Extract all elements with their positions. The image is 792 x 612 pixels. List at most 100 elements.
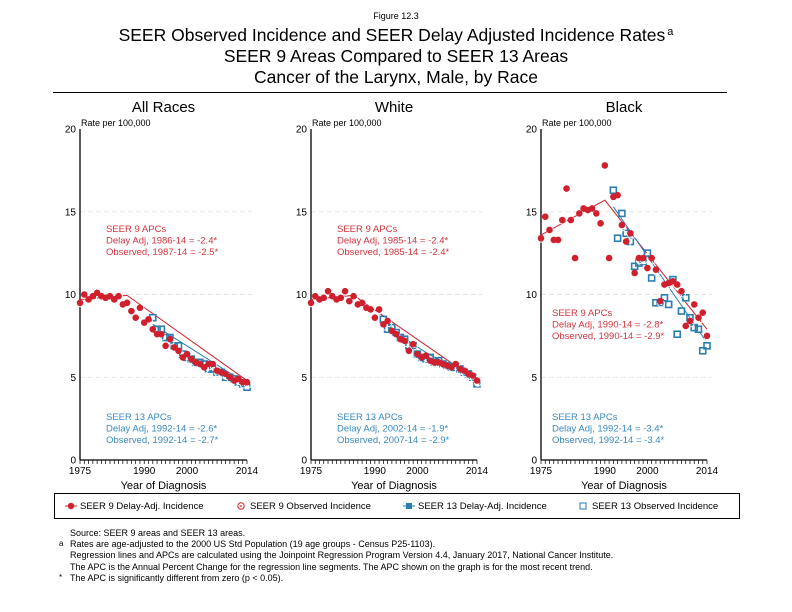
title-text: SEER Observed Incidence and SEER Delay A… xyxy=(118,25,666,45)
seer13-delay-adj-point xyxy=(647,274,656,282)
legend-label: SEER 9 Delay-Adj. Incidence xyxy=(80,501,204,512)
seer13-observed-point xyxy=(675,334,680,339)
seer9-delay-adj-point xyxy=(162,342,169,350)
seer13-observed-point xyxy=(475,383,480,388)
seer9-delay-adj-point xyxy=(469,372,477,379)
panel-title: Black xyxy=(606,99,643,116)
apc-annotation-line: Observed, 1985-14 = -2.4* xyxy=(337,247,450,258)
seer13-delay-adj-point xyxy=(673,330,682,339)
apc-annotation-line: SEER 9 APCs xyxy=(106,224,166,235)
seer9-delay-adj-point xyxy=(337,294,345,302)
seer9-delay-adj-point xyxy=(371,314,379,321)
title-divider xyxy=(53,92,727,93)
filled-square-blue-icon xyxy=(403,503,415,510)
seer13-observed-point xyxy=(206,368,211,373)
seer13-delay-adj-point xyxy=(609,186,618,195)
seer9-delay-adj-point xyxy=(686,317,694,325)
seer9-delay-adj-point xyxy=(631,269,638,277)
y-tick-label: 15 xyxy=(296,207,308,218)
x-axis-label: Year of Diagnosis xyxy=(121,480,207,492)
y-tick-label: 0 xyxy=(70,456,76,467)
y-tick-label: 5 xyxy=(301,373,307,384)
y-tick-label: 15 xyxy=(65,207,77,218)
figure-title-line-2: SEER 9 Areas Compared to SEER 13 Areas xyxy=(223,46,569,66)
x-tick-label: 2000 xyxy=(176,466,199,477)
apc-annotation-line: Observed, 1990-14 = -2.9* xyxy=(552,331,665,342)
x-tick-label: 1990 xyxy=(133,466,156,477)
seer13-observed-point xyxy=(620,213,625,218)
seer13-observed-point xyxy=(624,233,629,238)
footnotes: Source: SEER 9 areas and SEER 13 areas. … xyxy=(58,528,613,584)
seer9-delay-adj-point xyxy=(392,330,400,338)
footnote-text: Source: SEER 9 areas and SEER 13 areas. xyxy=(70,528,246,538)
seer13-delay-adj-point xyxy=(664,300,673,309)
seer9-delay-adj-point xyxy=(350,292,357,300)
y-tick-label: 5 xyxy=(70,373,76,384)
x-tick-label: 1990 xyxy=(594,466,617,477)
footnote-mark: a xyxy=(59,539,64,549)
seer13-delay-adj-point xyxy=(677,307,686,315)
seer9-delay-adj-point xyxy=(563,185,570,192)
legend-item-seer9-observed: SEER 9 Observed Incidence xyxy=(235,501,371,512)
seer9-delay-adj-point xyxy=(158,330,165,338)
x-tick-label: 2014 xyxy=(466,466,489,477)
seer13-observed-point xyxy=(662,297,667,302)
seer13-delay-adj-point xyxy=(613,234,622,243)
seer13-observed-point xyxy=(692,327,697,332)
legend-item-seer9-delay-adj: SEER 9 Delay-Adj. Incidence xyxy=(65,501,204,512)
y-axis-label: Rate per 100,000 xyxy=(542,118,612,128)
y-tick-label: 0 xyxy=(531,456,537,467)
seer9-delay-adj-point xyxy=(618,221,626,229)
seer13-observed-point xyxy=(700,350,705,355)
y-tick-label: 20 xyxy=(65,125,77,136)
legend: SEER 9 Delay-Adj. Incidence SEER 9 Obser… xyxy=(54,493,740,519)
seer9-delay-adj-point xyxy=(699,309,707,317)
seer9-delay-adj-point xyxy=(537,234,545,242)
seer9-delay-adj-point xyxy=(682,322,690,330)
seer9-delay-adj-point xyxy=(644,264,651,272)
seer9-delay-adj-point xyxy=(175,347,182,355)
filled-circle-red-icon xyxy=(65,503,77,510)
y-tick-label: 20 xyxy=(526,125,538,136)
figure-label: Figure 12.3 xyxy=(373,11,419,21)
seer9-delay-adj-point xyxy=(132,314,139,321)
seer9-delay-adj-point xyxy=(558,216,566,224)
open-circle-red-icon xyxy=(237,502,245,511)
seer9-delay-adj-point xyxy=(367,306,374,313)
seer9-delay-adj-point xyxy=(358,299,366,307)
seer9-delay-adj-point xyxy=(588,205,596,212)
seer13-observed-point xyxy=(381,317,386,322)
seer9-delay-adj-point xyxy=(673,281,681,288)
y-tick-label: 20 xyxy=(296,125,308,136)
seer9-delay-adj-point xyxy=(648,254,655,262)
apc-annotation-line: Delay Adj, 1990-14 = -2.8* xyxy=(552,320,663,331)
seer9-delay-adj-point xyxy=(209,360,217,368)
apc-annotation-line: Observed, 1987-14 = -2.5* xyxy=(106,247,219,258)
apc-annotation-line: Observed, 1992-14 = -3.4* xyxy=(552,435,665,446)
seer13-delay-adj-point xyxy=(618,209,626,218)
seer13-observed-point xyxy=(240,383,245,388)
x-axis-label: Year of Diagnosis xyxy=(351,480,437,492)
seer9-delay-adj-point xyxy=(422,352,430,360)
trend-line-seer9 xyxy=(79,294,248,381)
seer13-observed-point xyxy=(245,387,250,392)
seer9-delay-adj-point xyxy=(346,297,353,305)
seer9-delay-adj-point xyxy=(597,220,604,227)
seer9-delay-adj-point xyxy=(576,210,583,217)
footnote-text: Rates are age-adjusted to the 2000 US St… xyxy=(70,539,436,550)
seer13-observed-point xyxy=(223,377,228,382)
seer9-delay-adj-point xyxy=(145,316,152,323)
seer9-delay-adj-point xyxy=(149,325,157,333)
seer9-delay-adj-point xyxy=(567,216,575,224)
seer9-delay-adj-point xyxy=(639,254,647,262)
x-tick-label: 1990 xyxy=(364,466,387,477)
footnote-apc-definition: The APC is the Annual Percent Change for… xyxy=(58,562,613,573)
chart-panel-white: White Rate per 100,000 0 5 10 15 20 1975 1990 200… xyxy=(296,99,489,492)
seer13-observed-point xyxy=(424,358,429,363)
seer9-delay-adj-point xyxy=(341,287,349,295)
footnote-significance: * The APC is significantly different from… xyxy=(58,573,613,584)
x-tick-label: 2000 xyxy=(636,466,659,477)
x-tick-label: 1975 xyxy=(530,466,553,477)
title-footnote-mark: a xyxy=(667,26,674,38)
seer9-delay-adj-point xyxy=(554,236,562,244)
